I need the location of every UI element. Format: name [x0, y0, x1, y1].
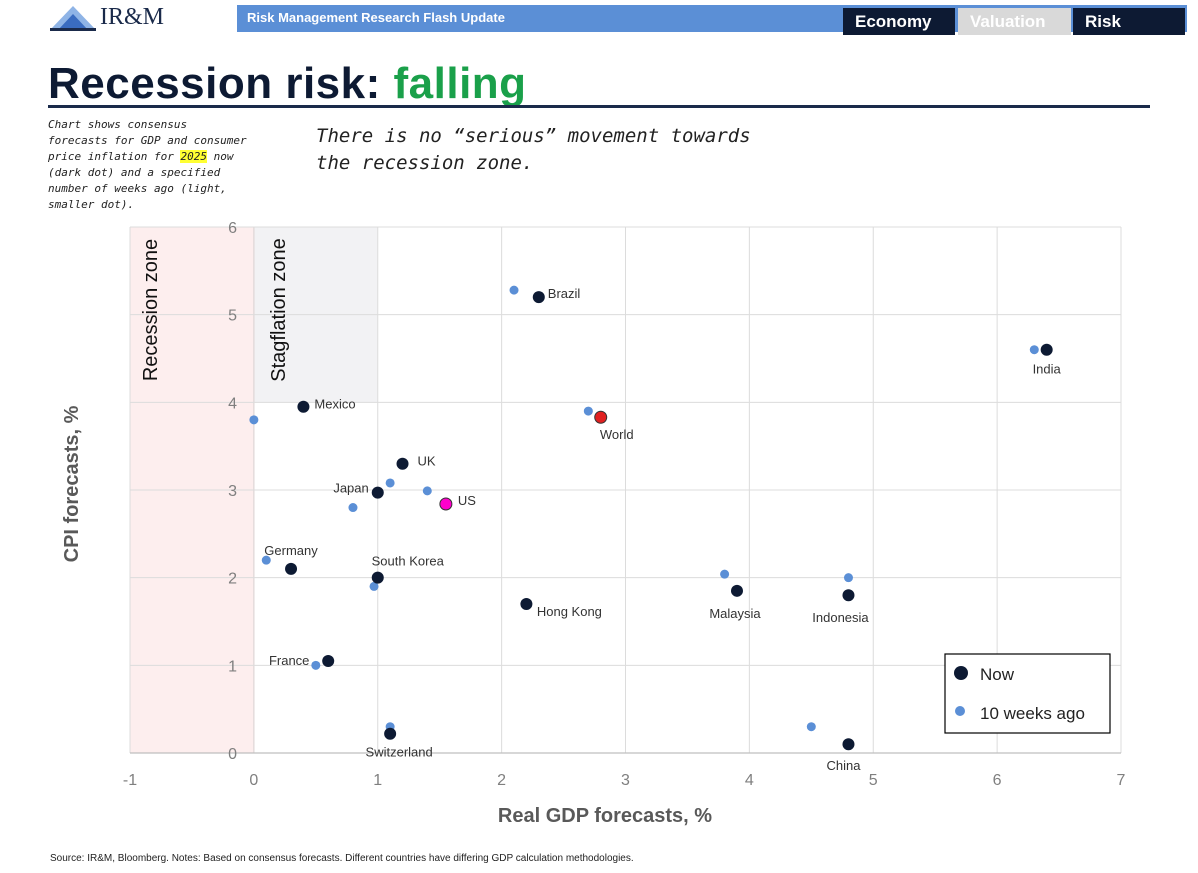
point-label-japan: Japan [333, 481, 368, 496]
point-now [384, 727, 397, 740]
point-label-world: World [600, 427, 634, 442]
point-10-weeks-ago [720, 569, 730, 579]
point-now [842, 589, 855, 602]
tab-risk[interactable]: Risk [1073, 8, 1185, 35]
point-now [371, 486, 384, 499]
y-axis-title: CPI forecasts, % [61, 405, 83, 562]
x-tick-label: 6 [993, 772, 1002, 789]
company-logo [48, 4, 198, 32]
labels-layer: Brazil India Mexico World UK Japan US Germany So… [264, 286, 1061, 773]
x-tick-label: 2 [497, 772, 506, 789]
chart-note: Chart shows consensus forecasts for GDP … [48, 117, 253, 213]
point-now [532, 291, 545, 304]
point-now [1040, 343, 1053, 356]
point-label-south-korea: South Korea [372, 554, 445, 569]
point-now [371, 571, 384, 584]
point-10-weeks-ago [422, 486, 432, 496]
header-title: Risk Management Research Flash Update [247, 10, 505, 25]
point-now [439, 497, 453, 511]
chart-note-year: 2025 [180, 150, 207, 163]
y-tick-label: 1 [228, 658, 237, 675]
point-label-malaysia: Malaysia [709, 606, 761, 621]
page-title-prefix: Recession risk: [48, 59, 394, 108]
chart-note-before: Chart shows consensus forecasts for GDP … [48, 118, 247, 163]
point-now [842, 738, 855, 751]
y-tick-label: 3 [228, 483, 237, 500]
grid-layer [129, 226, 1122, 754]
page-title: Recession risk: falling [48, 58, 527, 110]
legend-box [944, 653, 1111, 734]
point-now [520, 597, 533, 610]
point-now [730, 584, 743, 597]
point-label-uk: UK [418, 454, 436, 469]
point-now [297, 400, 310, 413]
point-label-us: US [458, 493, 476, 508]
x-tick-label: 5 [869, 772, 878, 789]
point-10-weeks-ago [583, 406, 593, 416]
x-tick-label: 3 [621, 772, 630, 789]
y-tick-label: 6 [228, 220, 237, 237]
chart-legend: Now 10 weeks ago [944, 653, 1111, 734]
y-tick-label: 4 [228, 395, 237, 412]
point-now [285, 562, 298, 575]
source-note: Source: IR&M, Bloomberg. Notes: Based on… [50, 853, 634, 864]
point-label-france: France [269, 653, 309, 668]
legend-marker-now [954, 666, 968, 680]
page-title-accent: falling [393, 59, 527, 108]
point-10-weeks-ago [843, 573, 853, 583]
point-10-weeks-ago [348, 503, 358, 513]
point-10-weeks-ago [806, 722, 816, 732]
point-10-weeks-ago [311, 660, 321, 670]
ticks-layer: -1 0 1 2 3 4 5 6 7 0 1 2 3 4 5 6 [123, 220, 1126, 789]
point-10-weeks-ago [385, 478, 395, 488]
point-label-mexico: Mexico [314, 397, 355, 412]
point-10-weeks-ago [261, 555, 271, 565]
points-layer [249, 285, 1053, 751]
logo-text: IR&M [100, 4, 165, 30]
point-10-weeks-ago [1029, 345, 1039, 355]
point-label-hong-kong: Hong Kong [537, 604, 602, 619]
recession-zone-label: Recession zone [140, 239, 162, 381]
point-now [594, 410, 608, 424]
stagflation-zone-label: Stagflation zone [268, 238, 290, 381]
y-tick-label: 5 [228, 308, 237, 325]
zone-labels-layer: Recession zone Stagflation zone [140, 238, 290, 381]
legend-label-now: Now [980, 665, 1015, 684]
title-divider [48, 105, 1150, 108]
callout-text: There is no “serious” movement towards t… [316, 125, 751, 174]
point-label-china: China [826, 758, 861, 773]
logo-pyramid-icon [50, 6, 96, 31]
chart-note-after: now (dark dot) and a specified number of… [48, 150, 234, 211]
x-tick-label: 4 [745, 772, 754, 789]
point-10-weeks-ago [369, 581, 379, 591]
point-10-weeks-ago [509, 285, 519, 295]
legend-label-10-weeks-ago: 10 weeks ago [980, 704, 1085, 723]
tab-valuation[interactable]: Valuation [958, 8, 1071, 35]
point-label-indonesia: Indonesia [812, 610, 869, 625]
point-10-weeks-ago [249, 415, 259, 425]
x-tick-label: 1 [373, 772, 382, 789]
x-tick-label: -1 [123, 772, 137, 789]
y-tick-label: 2 [228, 571, 237, 588]
point-label-germany: Germany [264, 543, 318, 558]
point-label-switzerland: Switzerland [366, 745, 433, 760]
x-tick-label: 7 [1117, 772, 1126, 789]
x-tick-label: 0 [249, 772, 258, 789]
tab-economy[interactable]: Economy [843, 8, 955, 35]
point-now [396, 457, 409, 470]
point-label-india: India [1033, 362, 1062, 377]
point-label-brazil: Brazil [548, 286, 581, 301]
point-now [322, 654, 335, 667]
x-axis-title: Real GDP forecasts, % [498, 805, 712, 827]
y-tick-label: 0 [228, 746, 237, 763]
legend-marker-10-weeks-ago [955, 706, 965, 716]
